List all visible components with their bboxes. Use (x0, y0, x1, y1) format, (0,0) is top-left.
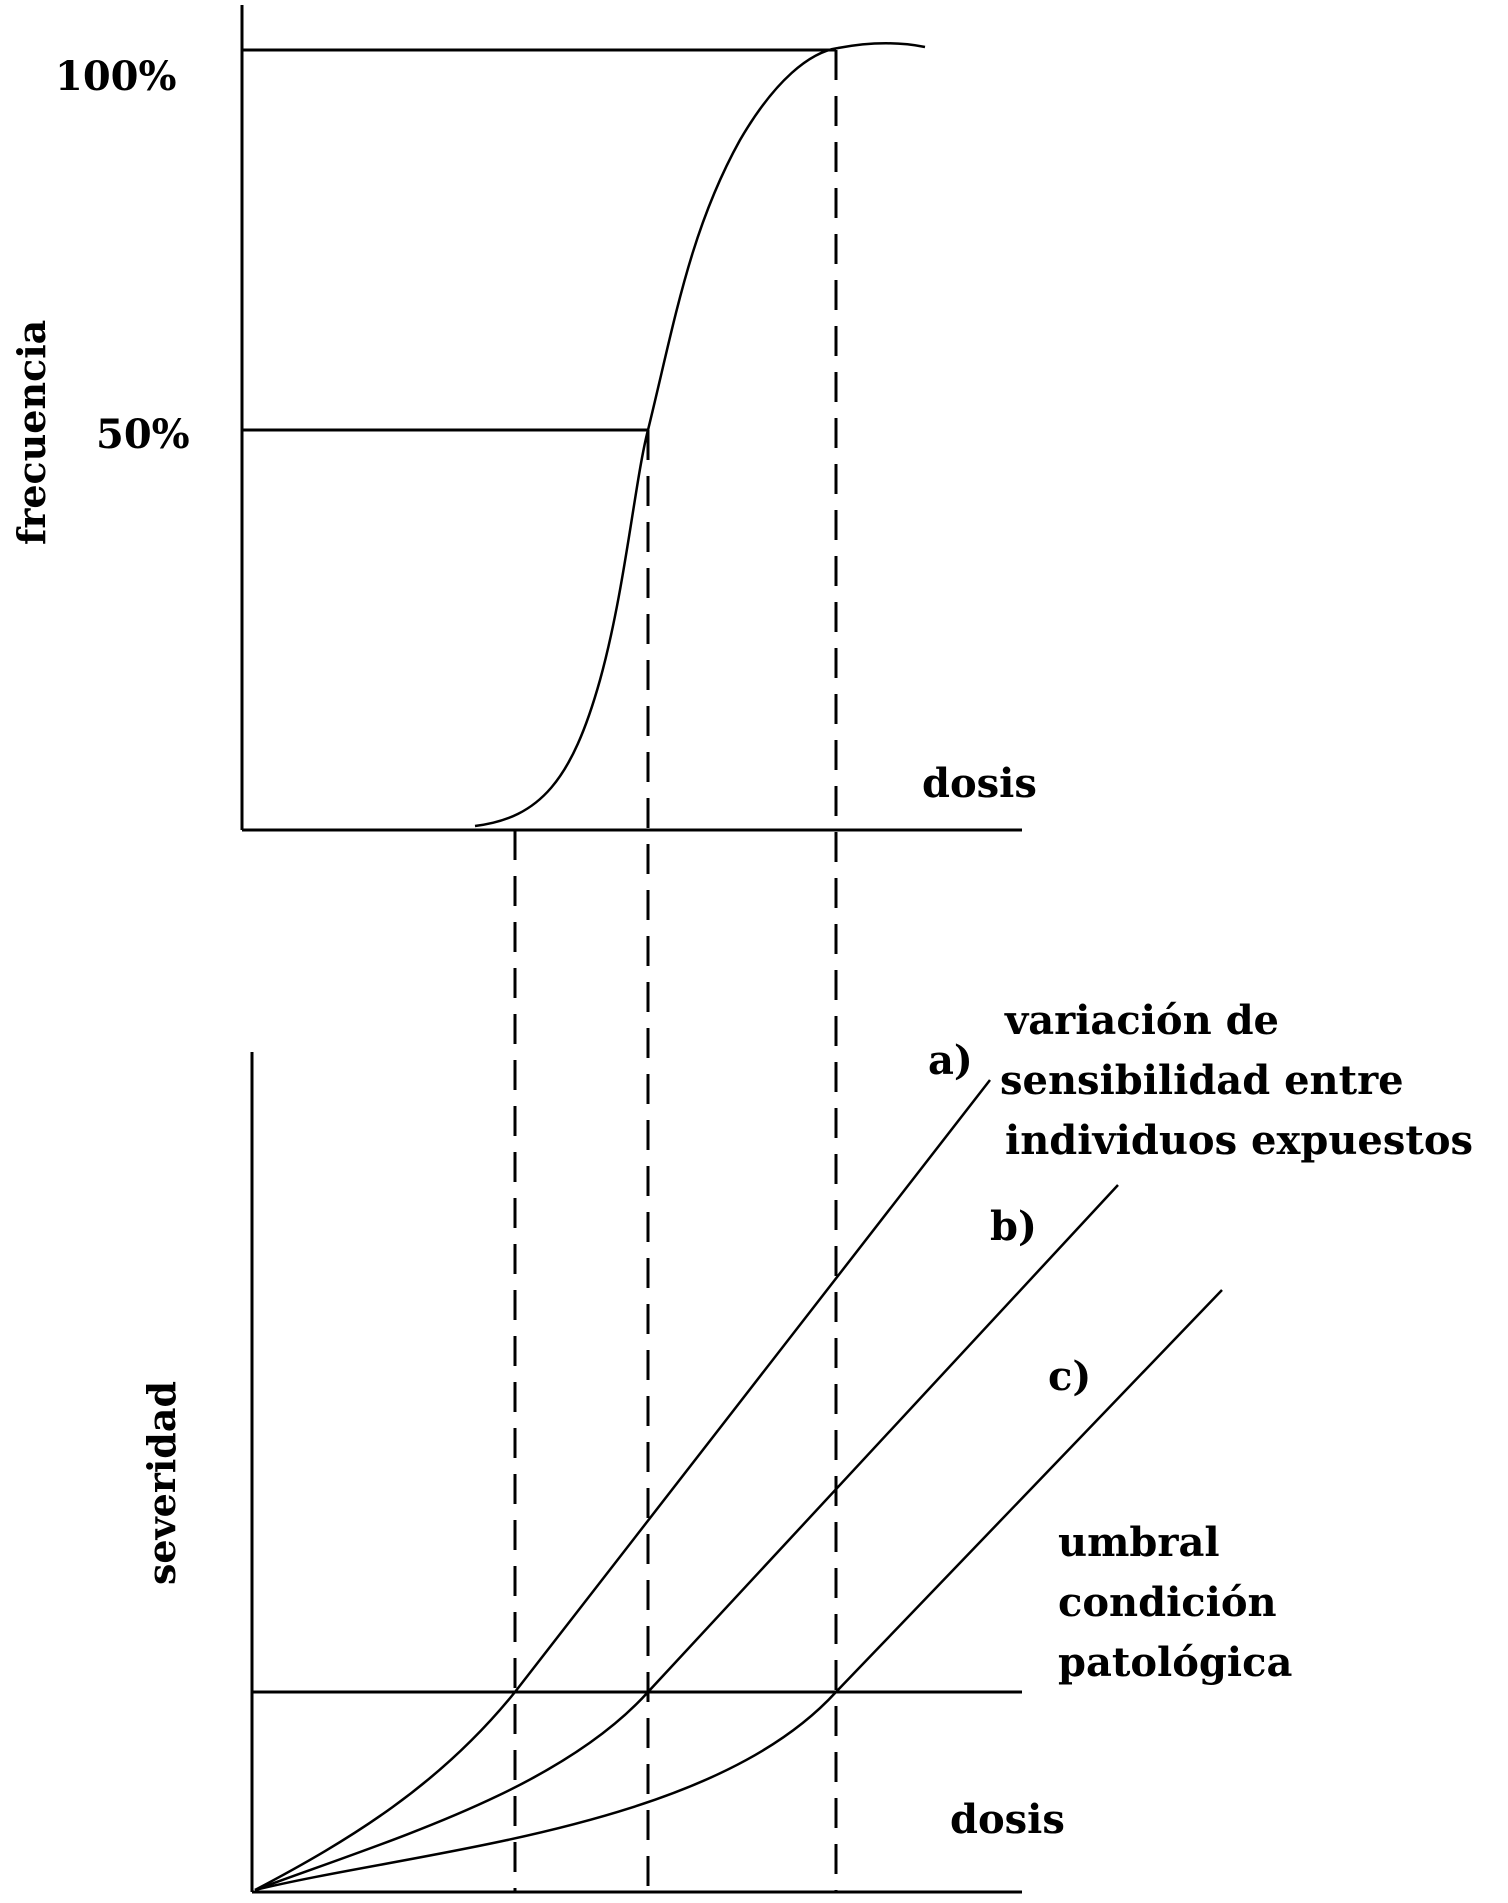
dashed-guides (513, 50, 838, 1892)
annotation-line-1: variación de (1004, 997, 1279, 1044)
severity-curve-b (254, 1184, 1119, 1892)
severity-curve-a (254, 1079, 991, 1892)
curve-label-a: a) (928, 1037, 973, 1084)
severity-y-label: severidad (139, 1381, 184, 1585)
curve-label-b: b) (990, 1203, 1037, 1250)
severity-curve-c (254, 1289, 1223, 1892)
threshold-label-1: umbral (1058, 1519, 1220, 1566)
tick-100: 100% (55, 53, 177, 100)
annotation-line-3: individuos expuestos (1005, 1117, 1473, 1164)
annotation-line-2: sensibilidad entre (1000, 1057, 1404, 1104)
frequency-panel (240, 5, 1022, 832)
tick-50: 50% (96, 411, 190, 458)
severity-labels: a) b) c) variación de sensibilidad entre… (139, 997, 1473, 1843)
frequency-y-label: frecuencia (9, 320, 54, 545)
severity-panel (250, 1052, 1223, 1894)
threshold-label-3: patológica (1058, 1639, 1292, 1686)
frequency-sigmoid-curve (474, 42, 926, 828)
severity-x-label: dosis (950, 1796, 1065, 1843)
curve-label-c: c) (1048, 1353, 1091, 1400)
threshold-label-2: condición (1058, 1579, 1277, 1626)
frequency-x-label: dosis (922, 760, 1037, 807)
frequency-labels: 100% 50% dosis frecuencia (9, 53, 1037, 807)
